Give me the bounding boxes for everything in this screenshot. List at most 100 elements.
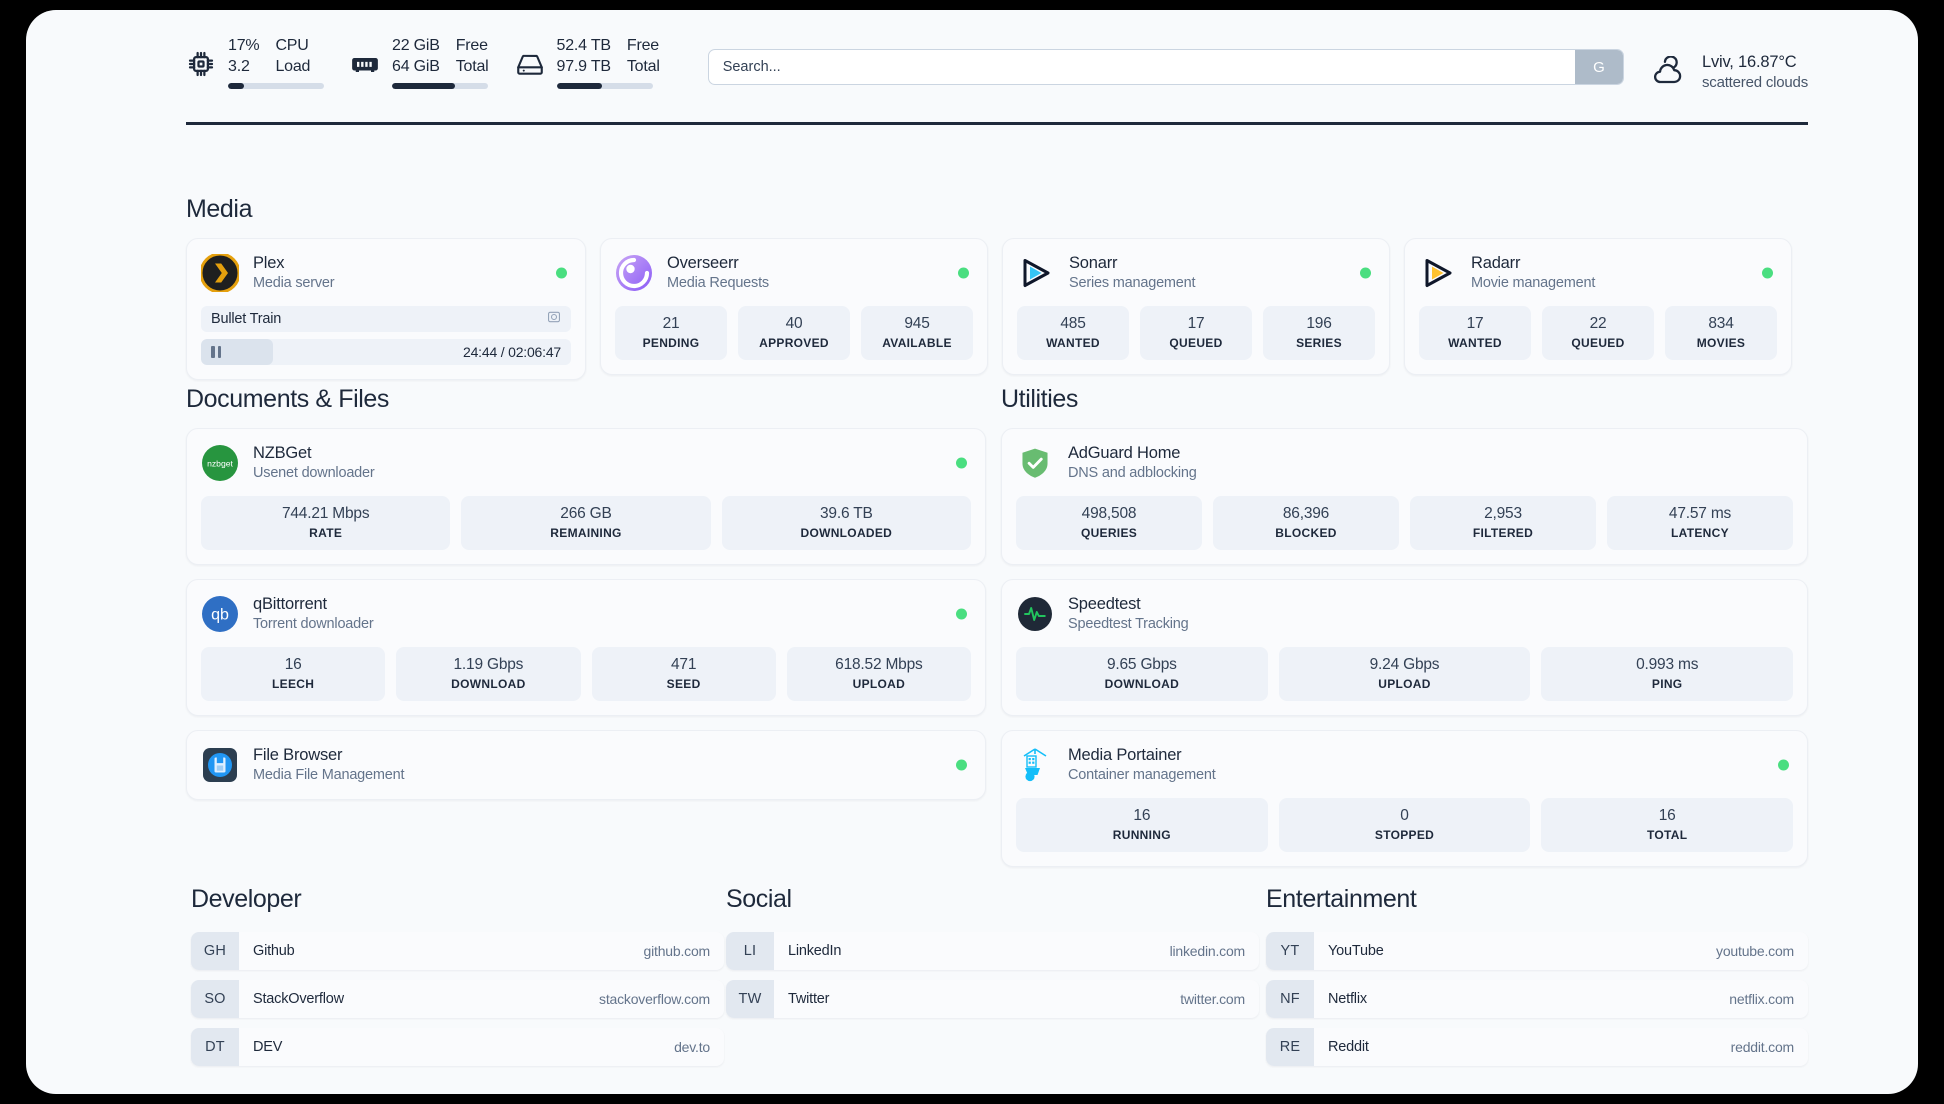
stat-tile: 0.993 ms PING <box>1541 647 1794 701</box>
stat-value: 485 <box>1060 315 1086 332</box>
bookmark-item-github[interactable]: GH Github github.com <box>191 932 724 970</box>
cloud-icon <box>1650 55 1688 88</box>
bookmark-badge: LI <box>726 932 774 970</box>
nzbget-status-dot <box>956 457 967 469</box>
stat-label: REMAINING <box>550 526 622 540</box>
stat-value: 618.52 Mbps <box>835 656 923 673</box>
stat-label: PENDING <box>642 336 700 350</box>
stat-label: SERIES <box>1296 336 1342 350</box>
stat-label: SEED <box>666 677 701 691</box>
speedtest-name: Speedtest <box>1068 595 1141 613</box>
bookmark-url: dev.to <box>674 1039 710 1055</box>
stat-label: QUEUED <box>1169 336 1223 350</box>
bookmark-item-twitter[interactable]: TW Twitter twitter.com <box>726 980 1259 1018</box>
bookmark-url: reddit.com <box>1730 1039 1795 1055</box>
adguard-shield-icon <box>1016 444 1054 482</box>
qbittorrent-card-header: qb qBittorrent Torrent downloader <box>201 594 971 634</box>
stat-tile: 40 APPROVED <box>738 306 850 360</box>
memory-free-value: 22 GiB <box>392 37 440 54</box>
bookmark-name: Twitter <box>788 991 830 1007</box>
nzbget-card-header: nzbget NZBGet Usenet downloader <box>201 443 971 483</box>
stat-tile: 47.57 ms LATENCY <box>1607 496 1793 550</box>
stat-label: UPLOAD <box>852 677 906 691</box>
documents-section: Documents & Files nzbget NZBGet Usenet d… <box>186 385 986 800</box>
stat-value: 744.21 Mbps <box>281 505 370 522</box>
stat-label: RATE <box>309 526 343 540</box>
cpu-load-value: 3.2 <box>228 58 250 75</box>
bookmark-item-linkedin[interactable]: LI LinkedIn linkedin.com <box>726 932 1259 970</box>
bookmark-item-dev[interactable]: DT DEV dev.to <box>191 1028 724 1066</box>
stat-tile: 21 PENDING <box>615 306 727 360</box>
service-card-filebrowser[interactable]: File Browser Media File Management <box>186 730 986 800</box>
bookmark-name: DEV <box>253 1039 283 1055</box>
plex-card-header: Plex Media server <box>201 253 571 293</box>
sonarr-status-dot <box>1360 267 1371 279</box>
qbittorrent-name: qBittorrent <box>253 595 327 613</box>
cast-icon[interactable] <box>547 310 561 329</box>
stat-label: APPROVED <box>759 336 829 350</box>
stat-value: 17 <box>1187 315 1205 332</box>
bookmark-item-reddit[interactable]: RE Reddit reddit.com <box>1266 1028 1808 1066</box>
bookmark-badge: TW <box>726 980 774 1018</box>
bookmark-item-netflix[interactable]: NF Netflix netflix.com <box>1266 980 1808 1018</box>
disk-total-label: Total <box>626 58 660 75</box>
bookmark-item-stackoverflow[interactable]: SO StackOverflow stackoverflow.com <box>191 980 724 1018</box>
stat-value: 0 <box>1400 807 1409 824</box>
portainer-subtitle: Container management <box>1068 767 1216 783</box>
adguard-card-header: AdGuard Home DNS and adblocking <box>1016 443 1793 483</box>
service-card-sonarr[interactable]: Sonarr Series management 485 WANTED 17 Q… <box>1002 238 1390 375</box>
stat-value: 834 <box>1708 315 1734 332</box>
stat-tile: 744.21 Mbps RATE <box>201 496 451 550</box>
service-card-adguard[interactable]: AdGuard Home DNS and adblocking 498,508 … <box>1001 428 1808 565</box>
service-card-overseerr[interactable]: Overseerr Media Requests 21 PENDING 40 A… <box>600 238 988 375</box>
stat-value: 86,396 <box>1282 505 1330 522</box>
stat-tile: 485 WANTED <box>1017 306 1129 360</box>
search-engine-button[interactable]: G <box>1574 50 1623 84</box>
bookmark-badge: NF <box>1266 980 1314 1018</box>
bookmark-badge: GH <box>191 932 239 970</box>
filebrowser-card-header: File Browser Media File Management <box>201 745 971 785</box>
bookmark-url: twitter.com <box>1180 991 1245 1007</box>
search-box[interactable]: G <box>707 49 1624 85</box>
stat-tile: 2,953 FILTERED <box>1410 496 1596 550</box>
radarr-status-dot <box>1762 267 1773 279</box>
stat-label: QUERIES <box>1080 526 1138 540</box>
stat-label: MOVIES <box>1696 336 1746 350</box>
developer-title: Developer <box>191 885 302 913</box>
stat-label: STOPPED <box>1374 828 1435 842</box>
memory-free-label: Free <box>455 37 488 54</box>
service-card-qbittorrent[interactable]: qb qBittorrent Torrent downloader 16 LEE… <box>186 579 986 716</box>
service-card-portainer[interactable]: Media Portainer Container management 16 … <box>1001 730 1808 867</box>
speedtest-subtitle: Speedtest Tracking <box>1068 616 1189 632</box>
stat-label: UPLOAD <box>1378 677 1431 691</box>
pause-icon[interactable] <box>211 346 221 358</box>
plex-time-display: 24:44 / 02:06:47 <box>463 344 561 360</box>
plex-subtitle: Media server <box>253 275 335 291</box>
service-card-speedtest[interactable]: Speedtest Speedtest Tracking 9.65 Gbps D… <box>1001 579 1808 716</box>
bookmark-item-youtube[interactable]: YT YouTube youtube.com <box>1266 932 1808 970</box>
bookmark-name: StackOverflow <box>253 991 344 1007</box>
stat-label: QUEUED <box>1571 336 1625 350</box>
stat-tile: 834 MOVIES <box>1665 306 1777 360</box>
service-card-nzbget[interactable]: nzbget NZBGet Usenet downloader 744.21 M… <box>186 428 986 565</box>
qbittorrent-icon: qb <box>201 595 239 633</box>
radarr-stats: 17 WANTED 22 QUEUED 834 MOVIES <box>1419 306 1777 360</box>
stat-value: 266 GB <box>560 505 612 522</box>
service-card-radarr[interactable]: Radarr Movie management 17 WANTED 22 QUE… <box>1404 238 1792 375</box>
memory-total-label: Total <box>455 58 489 75</box>
bookmark-badge: RE <box>1266 1028 1314 1066</box>
stat-label: PING <box>1651 677 1683 691</box>
speedtest-card-header: Speedtest Speedtest Tracking <box>1016 594 1793 634</box>
disk-icon <box>515 49 545 79</box>
stat-value: 47.57 ms <box>1668 505 1732 522</box>
ram-icon <box>350 49 380 79</box>
service-card-plex[interactable]: Plex Media server Bullet Train <box>186 238 586 380</box>
search-input[interactable] <box>708 50 1575 84</box>
stat-value: 471 <box>670 656 697 673</box>
bookmark-url: github.com <box>643 943 711 959</box>
nzbget-icon: nzbget <box>201 444 239 482</box>
utilities-section: Utilities AdGuard Home DNS and adblockin… <box>1001 385 1808 867</box>
plex-progress-bar[interactable]: 24:44 / 02:06:47 <box>201 339 571 365</box>
radarr-icon <box>1419 254 1457 292</box>
disk-stat-group: 52.4 TB 97.9 TB Free Total <box>515 35 660 89</box>
